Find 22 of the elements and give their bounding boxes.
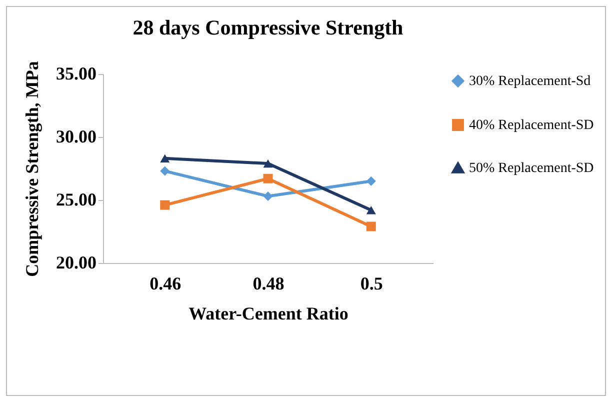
legend-label: 30% Replacement-Sd — [469, 74, 591, 89]
x-tick-label: 0.46 — [150, 274, 182, 294]
point — [160, 166, 170, 176]
chart-title: 28 days Compressive Strength — [132, 16, 404, 40]
x-tick-label: 0.48 — [252, 274, 284, 294]
point — [263, 191, 273, 201]
point — [366, 206, 376, 214]
legend-label: 40% Replacement-SD — [469, 118, 594, 133]
point — [366, 176, 376, 186]
point — [160, 154, 170, 163]
x-axis-title: Water-Cement Ratio — [188, 304, 348, 324]
point — [366, 222, 376, 232]
y-tick-label: 25.00 — [56, 190, 96, 210]
point — [263, 159, 273, 168]
point — [263, 174, 273, 184]
point — [160, 200, 170, 210]
y-tick-label: 35.00 — [56, 64, 96, 84]
y-tick-label: 20.00 — [56, 252, 96, 272]
y-tick-label: 30.00 — [56, 126, 96, 146]
legend-label: 50% Replacement-SD — [469, 161, 594, 176]
y-axis-title: Compressive Strength, MPa — [22, 61, 42, 277]
x-tick-label: 0.5 — [360, 274, 383, 294]
